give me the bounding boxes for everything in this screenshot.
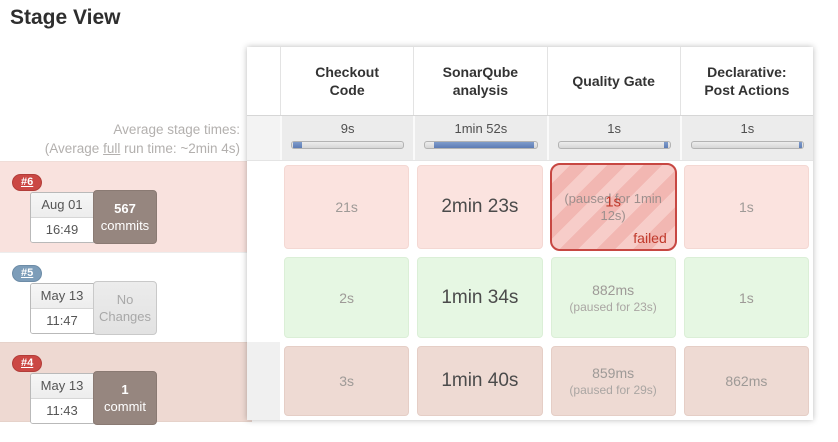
build-badge-6[interactable]: #6 (12, 174, 43, 191)
changes-label: Changes (98, 309, 152, 324)
stage-cell-4-quality-gate[interactable]: 859ms (paused for 29s) (550, 346, 676, 416)
stage-paused-text: (paused for 1min 12s) (564, 191, 662, 224)
stage-header-quality-gate: Quality Gate (546, 47, 680, 115)
stage-cell-5-sonarqube-analysis[interactable]: 1min 34s (417, 256, 543, 339)
avg-note-line2-pre: (Average (44, 141, 104, 156)
stage-timeline-fill (664, 141, 668, 148)
build-changes-button-5[interactable]: No Changes (93, 281, 157, 335)
stage-timeline-fill (798, 141, 802, 148)
stage-duration: 882ms (592, 281, 635, 298)
stage-cell-4-checkout-code[interactable]: 3s (284, 346, 410, 416)
build-column-stub (247, 161, 280, 253)
page-title: Stage View (10, 6, 121, 29)
build-column-stub (247, 115, 280, 161)
stage-duration: 1s (605, 193, 622, 211)
build-box-6: Aug 01 16:49 567 commits (30, 190, 157, 244)
stage-timeline-bar (424, 140, 538, 149)
build-changes-button-4[interactable]: 1 commit (93, 371, 157, 425)
stage-timeline-bar (291, 140, 405, 149)
build-date: Aug 01 (31, 192, 93, 218)
stage-table-panel: Checkout Code SonarQube analysis Quality… (247, 47, 813, 420)
build-time: 16:49 (31, 217, 93, 242)
average-times-row: 9s 1min 52s 1s 1s (247, 114, 813, 162)
stage-cell-6-declarative-post-actions[interactable]: 1s (683, 165, 809, 249)
stage-timeline-bar (690, 140, 804, 149)
stage-duration: 21s (335, 199, 358, 216)
build-column-stub (247, 342, 280, 420)
stage-cell-4-declarative-post-actions[interactable]: 862ms (683, 346, 809, 416)
average-time: 1s (740, 120, 755, 136)
build-date: May 13 (31, 373, 93, 399)
stage-cell-5-declarative-post-actions[interactable]: 1s (683, 256, 809, 339)
average-time: 9s (340, 120, 355, 136)
avg-note-full-link: full (103, 141, 121, 156)
changes-label: commits (100, 218, 150, 233)
stage-cell-4-sonarqube-analysis[interactable]: 1min 40s (417, 346, 543, 416)
stage-timeline-fill (293, 141, 302, 148)
stage-header-row: Checkout Code SonarQube analysis Quality… (247, 47, 813, 115)
build-badge-4[interactable]: #4 (12, 355, 43, 372)
build-box-5: May 13 11:47 No Changes (30, 281, 157, 335)
stage-duration: 1min 40s (441, 370, 519, 392)
build-column-stub (247, 253, 280, 343)
stage-paused-text: (paused for 29s) (569, 383, 657, 398)
build-row-gutter-5: #5 May 13 11:47 No Changes (0, 252, 252, 343)
stage-duration: 1s (738, 289, 754, 306)
average-times-note: Average stage times: (Average full run t… (0, 120, 240, 158)
changes-count: 1 (121, 382, 129, 397)
build-time: 11:47 (31, 308, 93, 333)
stage-duration: 2s (339, 289, 355, 306)
average-time: 1s (607, 120, 621, 136)
stage-header-declarative-post-actions: Declarative: Post Actions (679, 47, 813, 115)
build-row-gutter-4: #4 May 13 11:43 1 commit (0, 342, 252, 425)
stage-duration: 1s (738, 199, 754, 216)
build-date-button-4[interactable]: May 13 11:43 (30, 372, 94, 424)
average-cell-quality-gate: 1s (546, 115, 680, 161)
stage-cell-5-checkout-code[interactable]: 2s (284, 256, 410, 339)
build-date-button-5[interactable]: May 13 11:47 (30, 282, 94, 334)
stage-duration: 3s (339, 373, 355, 390)
stage-paused-text: (paused for 23s) (569, 299, 657, 314)
stage-header-sonarqube-analysis: SonarQube analysis (413, 47, 546, 115)
build-box-4: May 13 11:43 1 commit (30, 371, 157, 425)
average-cell-declarative-post-actions: 1s (679, 115, 813, 161)
build-time: 11:43 (31, 398, 93, 423)
stage-timeline-bar (557, 140, 671, 149)
stage-duration: 862ms (725, 373, 768, 390)
average-cell-sonarqube-analysis: 1min 52s (413, 115, 546, 161)
avg-note-line2-post: run time: ~2min 4s) (120, 141, 240, 156)
build-changes-button-6[interactable]: 567 commits (93, 190, 157, 244)
build-row-5: 2s 1min 34s 882ms (paused for 23s) 1s (247, 253, 813, 343)
build-column-stub (247, 47, 280, 115)
build-date-button-6[interactable]: Aug 01 16:49 (30, 191, 94, 243)
stage-timeline-fill (434, 141, 535, 148)
changes-label: commit (104, 399, 146, 414)
stage-cell-6-sonarqube-analysis[interactable]: 2min 23s (417, 165, 543, 249)
stage-duration: 859ms (592, 365, 635, 382)
stage-cell-5-quality-gate[interactable]: 882ms (paused for 23s) (550, 256, 676, 339)
avg-note-line1: Average stage times: (113, 122, 240, 137)
stage-duration: 1min 34s (441, 286, 519, 308)
build-date: May 13 (31, 283, 93, 309)
changes-count: No (116, 292, 134, 307)
changes-count: 567 (114, 201, 136, 216)
stage-header-checkout-code: Checkout Code (280, 47, 413, 115)
build-row-4: 3s 1min 40s 859ms (paused for 29s) 862ms (247, 342, 813, 420)
build-row-6: 21s 2min 23s (paused for 1min 12s) 1s fa… (247, 161, 813, 253)
average-time: 1min 52s (454, 120, 508, 136)
stage-cell-6-checkout-code[interactable]: 21s (284, 165, 410, 249)
stage-cell-6-quality-gate-failed[interactable]: (paused for 1min 12s) 1s failed (549, 163, 677, 251)
build-row-gutter-6: #6 Aug 01 16:49 567 commits (0, 161, 252, 253)
stage-duration: 2min 23s (441, 196, 519, 218)
failed-status-label: failed (633, 229, 667, 246)
average-cell-checkout-code: 9s (280, 115, 413, 161)
build-badge-5[interactable]: #5 (12, 265, 43, 282)
